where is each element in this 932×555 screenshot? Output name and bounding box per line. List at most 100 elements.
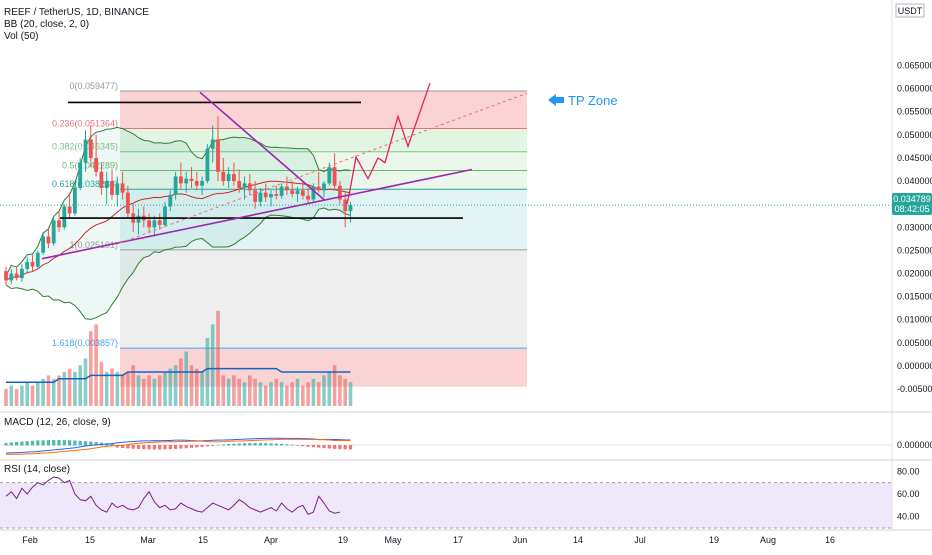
volume-bar	[46, 375, 51, 406]
volume-bar	[221, 375, 226, 406]
volume-bar	[126, 372, 130, 406]
candle-body	[179, 176, 183, 184]
volume-bar	[279, 382, 284, 406]
volume-bar	[142, 378, 146, 406]
candle-body	[194, 181, 199, 186]
candle-body	[168, 194, 173, 207]
candle-body	[67, 206, 72, 214]
price-tick-label: 0.045000	[897, 153, 932, 163]
price-tick-label: 0.005000	[897, 338, 932, 348]
macd-histogram-bar	[274, 443, 278, 446]
descending-trendline[interactable]	[199, 91, 326, 202]
macd-histogram-bar	[184, 445, 188, 449]
volume-bar	[152, 378, 157, 406]
candle-body	[348, 205, 353, 212]
volume-bar	[237, 378, 241, 406]
macd-histogram-bar	[46, 440, 50, 446]
macd-histogram-bar	[216, 444, 220, 446]
macd-histogram-bar	[115, 445, 119, 448]
volume-bar	[157, 375, 162, 406]
candle-body	[99, 171, 104, 188]
currency-label: USDT	[898, 6, 923, 16]
rsi-tick-label: 40.00	[897, 512, 920, 522]
volume-bar	[73, 372, 77, 406]
candle-body	[157, 220, 162, 225]
candle-body	[232, 174, 236, 182]
candle-body	[332, 167, 337, 186]
fib-zone	[120, 249, 527, 349]
volume-bar	[184, 351, 188, 406]
dashed-projection-line[interactable]	[119, 92, 528, 244]
macd-histogram-bar	[121, 445, 125, 449]
macd-histogram-bar	[73, 440, 77, 446]
price-tick-label: 0.040000	[897, 176, 932, 186]
volume-bar	[57, 375, 61, 406]
macd-histogram-bar	[205, 445, 209, 447]
volume-bar	[14, 389, 19, 406]
macd-histogram-bar	[68, 440, 72, 446]
volume-bar	[285, 385, 289, 406]
candle-body	[242, 183, 247, 188]
macd-histogram-bar	[295, 445, 300, 446]
macd-histogram-bar	[9, 442, 13, 446]
macd-histogram-bar	[189, 445, 194, 448]
candle-body	[322, 183, 326, 191]
macd-histogram-bar	[200, 445, 204, 447]
candle-body	[295, 190, 300, 194]
trend-drawings[interactable]	[0, 82, 892, 260]
macd-histogram-bar	[89, 441, 93, 446]
macd-histogram-bar	[136, 445, 141, 450]
candle-body	[237, 181, 242, 188]
projection-path-2[interactable]	[377, 82, 431, 164]
candle-body	[285, 186, 289, 191]
projection-path-1[interactable]	[346, 155, 379, 205]
candle-body	[120, 183, 125, 193]
time-tick-label: 14	[573, 535, 583, 545]
volume-bar	[120, 375, 125, 406]
volume-bar	[89, 331, 93, 406]
time-tick-label: 15	[85, 535, 95, 545]
macd-histogram-bar	[174, 445, 178, 449]
time-tick-label: 16	[825, 535, 835, 545]
candle-body	[83, 139, 88, 163]
price-tick-label: 0.055000	[897, 107, 932, 117]
tp-zone-label: TP Zone	[568, 93, 618, 108]
candle-body	[30, 261, 35, 267]
currency-box[interactable]	[895, 3, 925, 18]
macd-histogram-bar	[264, 443, 268, 446]
bb-fill	[6, 127, 351, 320]
macd-histogram-bar	[36, 440, 40, 446]
macd-histogram-bar	[110, 443, 114, 446]
fib-zone	[120, 91, 527, 129]
volume-bar	[200, 372, 204, 406]
candle-body	[184, 178, 189, 184]
candle-body	[253, 190, 257, 202]
candle-body	[205, 148, 210, 182]
ascending-trendline[interactable]	[41, 168, 473, 260]
macd-histogram-bar	[131, 445, 135, 449]
macd-histogram-bar	[168, 445, 172, 450]
rsi-tick-label: 80.00	[897, 466, 920, 476]
candle-body	[126, 192, 130, 214]
candle-body	[221, 171, 226, 182]
macd-histogram-bar	[94, 442, 98, 446]
bb-indicator-label: BB (20, close, 2, 0)	[4, 19, 89, 30]
macd-histogram-bar	[78, 440, 82, 446]
volume-bar	[195, 368, 199, 406]
price-tick-label: 0.010000	[897, 315, 932, 325]
fib-zone	[120, 151, 527, 171]
macd-tick-label: 0.000000	[897, 440, 932, 450]
macd-histogram-bar	[338, 445, 342, 450]
candle-body	[110, 181, 114, 195]
candle-body	[247, 183, 252, 191]
volume-bar	[242, 382, 247, 406]
fib-zone	[120, 128, 527, 152]
volume-bar	[147, 375, 151, 406]
candle-body	[269, 193, 273, 198]
tp-zone-annotation[interactable]: TP Zone	[548, 93, 618, 108]
volume-bar	[306, 382, 310, 406]
fib-level-label: 1.618(0.003857)	[52, 338, 118, 348]
bb-basis-line	[5, 180, 351, 281]
